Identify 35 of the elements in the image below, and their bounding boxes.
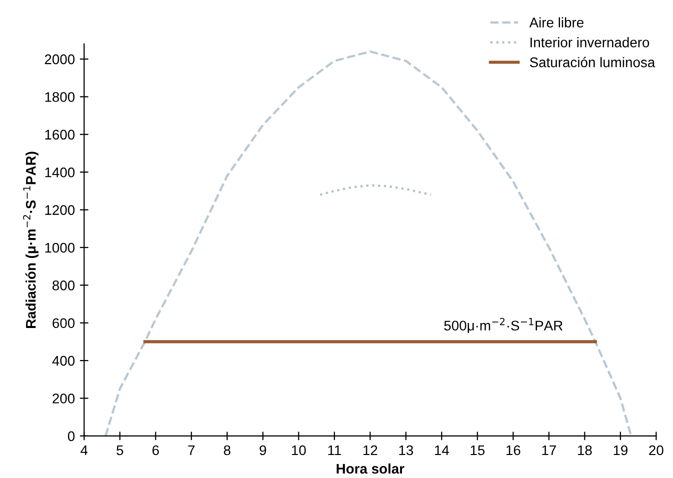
legend-label: Aire libre bbox=[529, 17, 584, 28]
y-tick-label: 0 bbox=[68, 431, 75, 442]
y-tick-label: 1600 bbox=[45, 130, 75, 140]
x-tick-label: 17 bbox=[542, 445, 556, 456]
y-tick-label: 600 bbox=[52, 318, 75, 328]
x-tick-label: 12 bbox=[363, 445, 378, 456]
x-tick-label: 16 bbox=[506, 445, 520, 456]
x-tick-label: 18 bbox=[578, 445, 592, 456]
x-tick-label: 8 bbox=[224, 445, 230, 456]
annotation: 500μ·m$^{−2}$·S$^{−1}$PAR bbox=[444, 318, 562, 334]
y-tick-label: 400 bbox=[52, 356, 75, 366]
y-tick-label: 200 bbox=[52, 394, 75, 404]
line-series bbox=[318, 184, 432, 196]
x-axis-title: Hora solar bbox=[336, 463, 404, 474]
x-tick-label: 19 bbox=[614, 445, 628, 456]
x-tick-label: 6 bbox=[152, 445, 159, 456]
y-tick-label: 1200 bbox=[45, 205, 75, 215]
legend-label: Interior invernadero bbox=[530, 37, 650, 48]
y-tick-label: 1000 bbox=[45, 242, 75, 253]
x-tick-label: 14 bbox=[434, 445, 449, 456]
x-tick-label: 15 bbox=[470, 445, 485, 456]
x-tick-label: 5 bbox=[116, 445, 124, 456]
x-tick-label: 13 bbox=[399, 445, 414, 456]
x-tick-label: 20 bbox=[649, 445, 664, 456]
y-tick-label: 800 bbox=[52, 280, 75, 290]
x-tick-label: 10 bbox=[292, 445, 306, 456]
x-tick-label: 9 bbox=[260, 445, 266, 456]
y-tick-label: 2000 bbox=[44, 54, 75, 64]
y-tick-label: 1800 bbox=[45, 92, 75, 102]
legend-label: Saturación luminosa bbox=[530, 56, 656, 68]
x-tick-label: 7 bbox=[188, 445, 195, 456]
y-tick-label: 1400 bbox=[45, 167, 75, 178]
y-axis-title: Radiación (μ·m$^{−2}$·S$^{−1}$PAR) bbox=[23, 152, 39, 328]
x-tick-label: 4 bbox=[80, 445, 88, 456]
x-tick-label: 11 bbox=[328, 445, 341, 456]
